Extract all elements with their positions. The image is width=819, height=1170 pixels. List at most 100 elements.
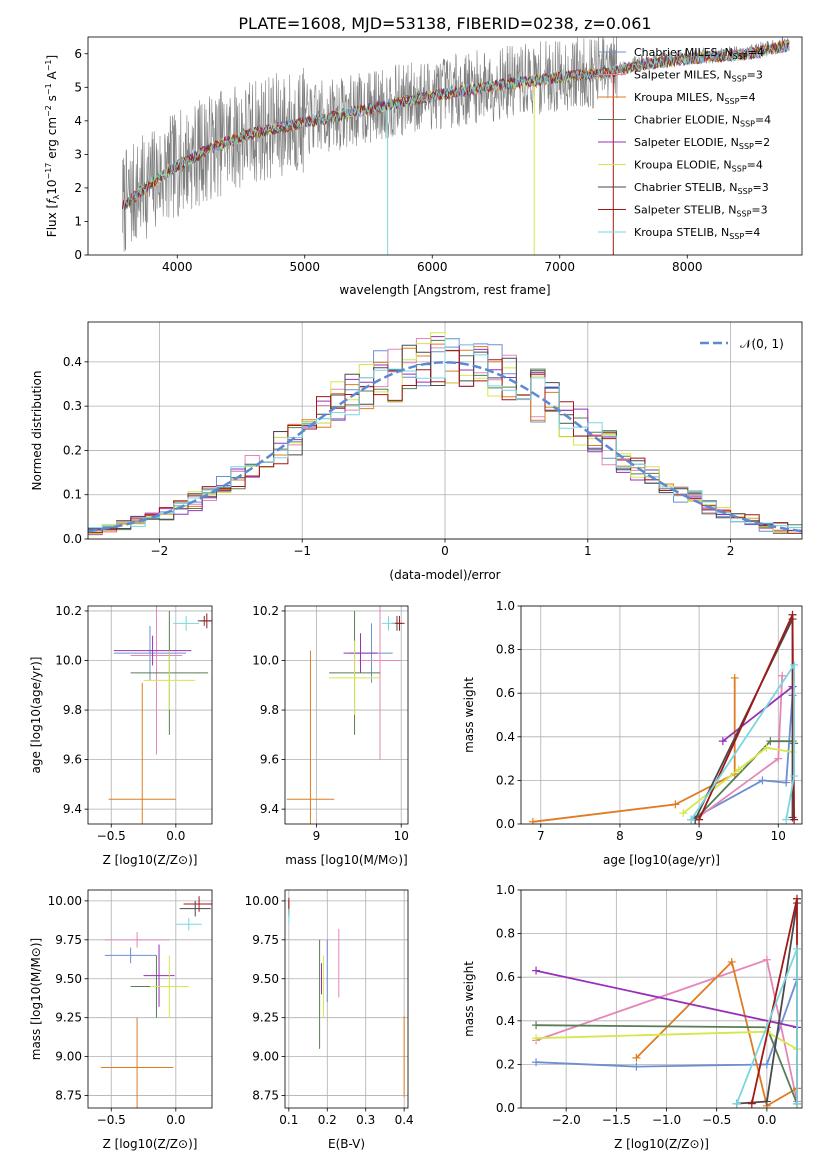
y-tick-label: 9.6: [63, 753, 82, 767]
y-tick-label: 9.50: [55, 972, 82, 986]
series-marker: [532, 1034, 541, 1043]
series-marker: [727, 957, 736, 966]
axes-frame: [284, 605, 409, 825]
y-tick-label: 0.6: [496, 686, 515, 700]
y-axis-label: mass weight: [462, 677, 476, 753]
residuals-panel: −2 −1 0 1 2 0.0 0.1 0.2 0.3 0.4 (data-model)/error…: [30, 321, 803, 582]
figure-title: PLATE=1608, MJD=53138, FIBERID=0238, z=0…: [238, 14, 651, 33]
y-tick-label: 9.25: [55, 1011, 82, 1025]
y-tick-label: 0.3: [63, 399, 82, 413]
y-tick-label: 9.6: [260, 753, 279, 767]
y-tick-label: 0.4: [496, 1014, 515, 1028]
plot-area: [88, 332, 802, 536]
histogram-step: [88, 338, 802, 529]
x-tick-label: 7: [537, 829, 545, 843]
plot-area: [100, 896, 212, 1108]
series-marker: [774, 754, 783, 763]
series-line: [535, 969, 798, 1029]
y-tick-label: 10.00: [245, 894, 279, 908]
age-vs-mass-panel: 9 10 9.4 9.6 9.8 10.0 10.2 mass [log10(M/M⊙)]: [252, 604, 409, 867]
series-marker: [687, 815, 696, 824]
y-axis-label: mass weight: [462, 961, 476, 1037]
y-tick-label: 9.75: [55, 933, 82, 947]
y-tick-label: 1.0: [496, 883, 515, 897]
x-tick-label: −0.5: [97, 829, 126, 843]
series-marker: [532, 1058, 541, 1067]
plot-area: [286, 606, 405, 824]
x-tick-label: 0: [441, 544, 449, 558]
series-line: [532, 677, 736, 823]
series-marker: [528, 817, 537, 824]
series-marker: [790, 772, 799, 781]
x-tick-label: 0.2: [318, 1113, 337, 1127]
plot-area: [532, 894, 801, 1108]
legend-label: Kroupa ELODIE, NSSP=4: [634, 159, 763, 174]
age-vs-metallicity-panel: −0.5 0.0 9.4 9.6 9.8 10.0 10.2 Z [log10(Z/Z⊙)] a…: [29, 604, 213, 867]
series-marker: [782, 778, 791, 787]
y-tick-label: 0.6: [496, 970, 515, 984]
series-marker: [732, 1099, 741, 1108]
x-tick-label: 0.0: [757, 1113, 776, 1127]
series-marker: [718, 737, 727, 746]
y-tick-label: 2: [74, 181, 82, 195]
y-tick-label: 0.4: [63, 355, 82, 369]
y-tick-label: 9.25: [252, 1011, 279, 1025]
y-tick-label: 9.00: [252, 1050, 279, 1064]
series-marker: [792, 944, 801, 953]
x-tick-label: 0.3: [356, 1113, 375, 1127]
y-tick-label: 10.0: [252, 654, 279, 668]
axes-frame: [520, 605, 803, 825]
x-tick-label: −1: [293, 544, 311, 558]
series-marker: [762, 743, 771, 752]
y-tick-label: 10.00: [48, 894, 82, 908]
y-tick-label: 3: [74, 147, 82, 161]
x-axis-label: age [log10(age/yr)]: [603, 853, 720, 867]
plot-area: [528, 610, 799, 824]
x-axis-label: wavelength [Angstrom, rest frame]: [339, 283, 550, 297]
y-tick-label: 9.8: [260, 703, 279, 717]
series-marker: [788, 813, 797, 822]
axes-frame: [87, 889, 213, 1109]
series-marker: [532, 1021, 541, 1030]
series-marker: [790, 815, 799, 824]
series-marker: [734, 765, 743, 774]
plot-area: [288, 897, 405, 1098]
y-tick-label: 1.0: [496, 599, 515, 613]
y-tick-label: 0.4: [496, 730, 515, 744]
x-tick-label: 9: [313, 829, 321, 843]
x-tick-label: −2: [151, 544, 169, 558]
model-spectrum-line: [122, 42, 790, 212]
y-tick-label: 9.4: [260, 802, 279, 816]
mass-vs-metallicity-panel: −0.5 0.0 8.75 9.00 9.25 9.50 9.75 10.00 Z [log10…: [29, 889, 213, 1151]
legend-label: Kroupa STELIB, NSSP=4: [634, 226, 760, 241]
series-marker: [792, 894, 801, 903]
series-marker: [778, 671, 787, 680]
series-marker: [632, 1062, 641, 1071]
series-marker: [695, 815, 704, 824]
legend-label: 𝒩(0, 1): [740, 337, 784, 351]
x-tick-label: 0.0: [166, 1113, 185, 1127]
y-tick-label: 1: [74, 214, 82, 228]
series-line: [536, 979, 798, 1068]
normal-curve: [88, 361, 802, 533]
plot-area: [108, 606, 212, 824]
y-tick-label: 0.8: [496, 927, 515, 941]
x-tick-label: 10: [394, 829, 409, 843]
legend-label: Chabrier STELIB, NSSP=3: [634, 181, 769, 196]
x-axis-label: Z [log10(Z/Z⊙)]: [614, 1137, 709, 1151]
x-tick-label: 4000: [162, 260, 193, 274]
series-marker: [532, 966, 541, 975]
legend-label: Chabrier ELODIE, NSSP=4: [634, 114, 771, 129]
y-tick-label: 10.0: [55, 654, 82, 668]
axes-frame: [87, 321, 803, 540]
axes-frame: [87, 36, 803, 256]
x-tick-label: 0.0: [166, 829, 185, 843]
x-tick-label: 5000: [289, 260, 320, 274]
series-marker: [758, 776, 767, 785]
y-tick-label: 6: [74, 47, 82, 61]
weight-vs-age-panel: 7 8 9 10 0.0 0.2 0.4 0.6 0.8 1.0 age [log10(age/yr…: [462, 599, 803, 867]
y-tick-label: 0.8: [496, 643, 515, 657]
x-tick-label: 9: [695, 829, 703, 843]
series-marker: [679, 809, 688, 818]
